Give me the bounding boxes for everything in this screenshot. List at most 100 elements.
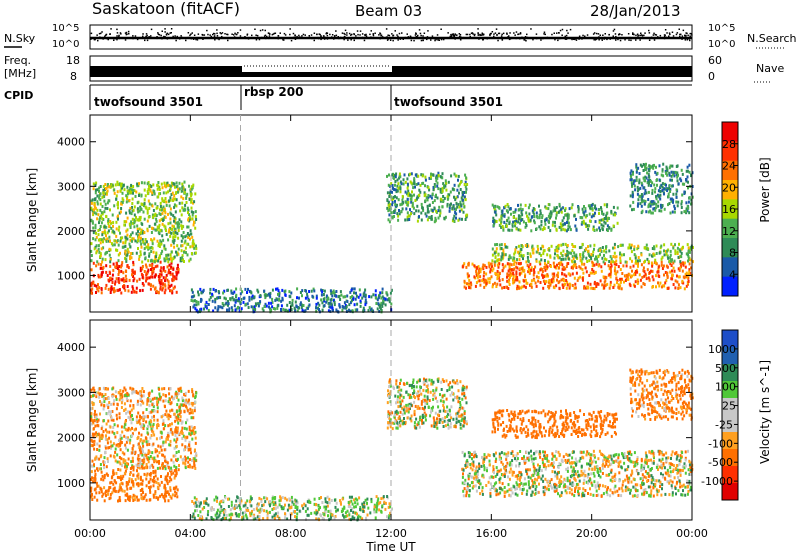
power-cell [400, 202, 403, 206]
power-cell [135, 232, 138, 236]
power-cell [548, 285, 551, 289]
velocity-cell [167, 472, 169, 476]
power-cell [524, 275, 526, 279]
power-cell [506, 245, 509, 249]
power-cell [632, 207, 635, 211]
power-cell [621, 272, 624, 275]
power-cell [610, 228, 613, 232]
power-cell [513, 256, 516, 260]
power-cell [169, 272, 172, 276]
power-cell [375, 302, 378, 305]
power-cell [176, 271, 179, 275]
power-cell [155, 255, 157, 259]
power-cell [581, 262, 583, 266]
power-cell [181, 184, 184, 188]
velocity-cell [150, 434, 153, 437]
power-cell [597, 255, 600, 259]
power-cell [282, 307, 285, 311]
velocity-cell [181, 399, 184, 402]
power-cell [397, 198, 400, 202]
power-cell [101, 257, 104, 261]
power-cell [433, 184, 436, 188]
nsky-point [624, 39, 626, 41]
power-cell [159, 205, 162, 208]
velocity-cell [158, 461, 160, 465]
power-cell [274, 307, 277, 311]
power-cell [407, 201, 410, 204]
nsky-point [615, 39, 617, 41]
power-cell [244, 287, 247, 291]
nsky-point [501, 38, 503, 41]
power-cell [438, 205, 441, 209]
velocity-cell [187, 400, 190, 404]
power-cell [128, 242, 131, 246]
nsky-point [318, 33, 320, 35]
power-cell [677, 286, 680, 290]
power-cell [513, 220, 516, 224]
power-cell [131, 197, 134, 201]
velocity-cell [166, 474, 169, 478]
velocity-cell [190, 411, 193, 415]
power-cell [331, 294, 334, 298]
power-cell [162, 205, 165, 209]
nsky-point [420, 39, 423, 42]
power-cell [684, 265, 687, 269]
power-cell [414, 185, 416, 189]
power-cell [94, 226, 97, 230]
power-cell [172, 232, 175, 235]
power-cell [634, 272, 637, 276]
power-cell [526, 263, 529, 267]
power-cell [112, 268, 115, 272]
velocity-cell [183, 426, 186, 430]
power-cell [428, 215, 431, 219]
velocity-cell [137, 482, 140, 486]
power-cell [599, 228, 601, 232]
power-cell [177, 236, 180, 240]
power-cell [250, 297, 253, 301]
velocity-cell [122, 460, 125, 464]
power-cell [461, 265, 464, 269]
power-cell [130, 220, 133, 224]
power-cell [186, 232, 189, 235]
power-cell [428, 188, 431, 192]
power-cell [583, 286, 585, 290]
power-cell [100, 211, 103, 215]
power-cell [605, 276, 608, 280]
velocity-cell [136, 474, 139, 478]
power-cell [170, 289, 173, 293]
power-cell [253, 309, 256, 313]
velocity-cell [129, 399, 132, 403]
power-cell [379, 305, 381, 309]
velocity-cell [91, 498, 94, 501]
velocity-cell [171, 422, 173, 426]
power-cell [558, 204, 561, 208]
power-cell [508, 262, 511, 266]
power-cell [483, 280, 486, 284]
power-cell [101, 205, 104, 208]
power-cell [667, 192, 670, 196]
power-cell [115, 261, 118, 265]
power-cell [185, 194, 188, 198]
power-cell [152, 209, 155, 212]
power-cell [533, 213, 536, 217]
power-cell [99, 238, 102, 241]
velocity-cell [102, 478, 105, 482]
velocity-cell [162, 414, 165, 418]
power-cell [564, 257, 567, 261]
power-cell [115, 227, 118, 231]
power-cell [155, 219, 158, 223]
power-cell [462, 210, 465, 214]
power-cell [158, 254, 161, 258]
power-cell [603, 220, 606, 224]
power-cell [506, 219, 509, 223]
nsky-point [118, 35, 120, 38]
power-cell [414, 173, 417, 177]
power-cell [170, 231, 173, 235]
power-cell [533, 278, 536, 282]
power-cell [467, 263, 470, 267]
power-cell [104, 258, 107, 262]
power-cell [538, 216, 541, 220]
power-cell [189, 229, 192, 233]
nsky-point [648, 32, 651, 34]
power-cell [256, 288, 259, 292]
